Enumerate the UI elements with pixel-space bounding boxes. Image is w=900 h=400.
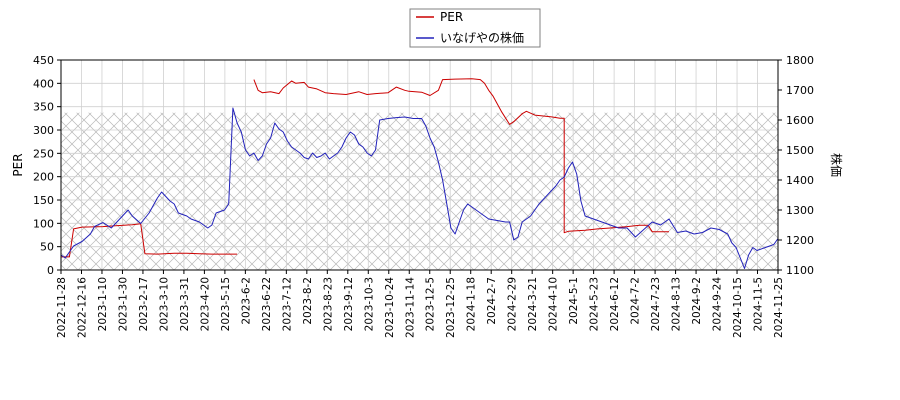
x-tick-label-26: 2024-5-23	[589, 277, 601, 331]
x-tick-label-1: 2022-12-16	[76, 277, 88, 338]
x-tick-label-17: 2023-11-14	[404, 277, 416, 338]
right-tick-label-6: 1700	[786, 84, 814, 97]
x-tick-label-30: 2024-8-13	[671, 277, 683, 331]
right-tick-label-4: 1500	[786, 144, 814, 157]
left-tick-label-8: 400	[33, 77, 54, 90]
right-axis: 1100 1200 1300 1400 1500 1600 1700 1800	[778, 54, 814, 277]
x-tick-label-33: 2024-10-15	[732, 277, 744, 338]
x-tick-label-23: 2024-3-21	[527, 277, 539, 331]
x-tick-label-29: 2024-7-23	[650, 277, 662, 331]
right-tick-label-7: 1800	[786, 54, 814, 67]
legend: PER いなげやの株価	[409, 8, 541, 48]
x-tick-label-34: 2024-11-5	[753, 277, 765, 331]
per-line-segment-1	[253, 78, 669, 234]
right-tick-label-3: 1400	[786, 174, 814, 187]
right-tick-label-2: 1300	[786, 204, 814, 217]
left-tick-label-4: 200	[33, 171, 54, 184]
x-tick-label-22: 2024-2-29	[507, 277, 519, 331]
x-tick-label-25: 2024-5-1	[568, 277, 580, 325]
x-tick-label-7: 2023-4-20	[199, 277, 211, 331]
x-tick-label-5: 2023-3-10	[158, 277, 170, 331]
x-tick-label-3: 2023-1-30	[117, 277, 129, 331]
x-tick-label-4: 2023-2-17	[138, 277, 150, 331]
x-tick-label-0: 2022-11-28	[56, 277, 68, 338]
x-axis: 2022-11-28 2022-12-16 2023-1-10 2023-1-30 20…	[56, 270, 785, 338]
x-tick-label-13: 2023-8-23	[322, 277, 334, 331]
left-tick-label-7: 350	[33, 101, 54, 114]
left-axis-label: PER	[11, 153, 25, 176]
x-tick-label-28: 2024-7-2	[630, 277, 642, 325]
right-tick-label-0: 1100	[786, 264, 814, 277]
x-tick-label-32: 2024-9-24	[712, 277, 724, 332]
left-tick-label-9: 450	[33, 54, 54, 67]
x-tick-label-2: 2023-1-10	[97, 277, 109, 331]
left-tick-label-2: 100	[33, 217, 54, 230]
x-tick-label-31: 2024-9-2	[691, 277, 703, 325]
x-tick-label-12: 2023-8-2	[302, 277, 314, 325]
price-line-segment-0	[60, 107, 779, 269]
x-tick-label-35: 2024-11-25	[773, 277, 785, 338]
x-tick-label-27: 2024-6-12	[609, 277, 621, 331]
series-layer	[60, 78, 779, 269]
legend-label-price: いなげやの株価	[440, 30, 524, 45]
left-tick-label-5: 250	[33, 147, 54, 160]
x-tick-label-11: 2023-7-12	[281, 277, 293, 331]
right-tick-label-1: 1200	[786, 234, 814, 247]
x-tick-label-16: 2023-10-24	[384, 277, 396, 338]
left-axis: 0 50 100 150 200 250 300 350 400 450	[33, 54, 61, 277]
plot-frame	[60, 59, 779, 271]
x-tick-label-18: 2023-12-5	[425, 277, 437, 331]
x-tick-label-21: 2024-2-7	[486, 277, 498, 325]
hatched-band	[61, 112, 778, 270]
x-tick-label-8: 2023-5-15	[220, 277, 232, 331]
x-tick-label-19: 2023-12-25	[445, 277, 457, 338]
right-axis-label: 株価	[829, 153, 844, 177]
x-tick-label-15: 2023-10-3	[363, 277, 375, 331]
x-tick-label-9: 2023-6-2	[240, 277, 252, 325]
x-tick-label-20: 2024-1-18	[466, 277, 478, 331]
left-tick-label-6: 300	[33, 124, 54, 137]
left-tick-label-1: 50	[40, 241, 54, 254]
right-tick-label-5: 1600	[786, 114, 814, 127]
left-tick-label-3: 150	[33, 194, 54, 207]
x-tick-label-6: 2023-3-31	[179, 277, 191, 331]
x-tick-label-24: 2024-4-10	[548, 277, 560, 331]
per-line-segment-0	[61, 223, 238, 258]
legend-label-per: PER	[440, 10, 463, 24]
x-tick-label-14: 2023-9-12	[343, 277, 355, 331]
x-tick-label-10: 2023-6-22	[261, 277, 273, 331]
left-tick-label-0: 0	[47, 264, 54, 277]
